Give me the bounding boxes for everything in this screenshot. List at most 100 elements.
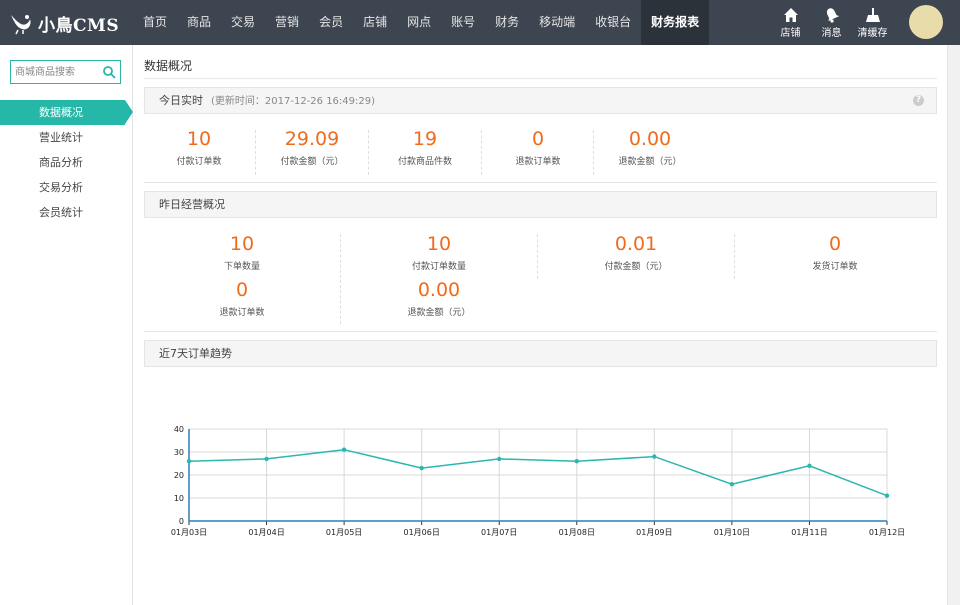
yesterday-panel-header: 昨日经营概况 <box>144 191 937 218</box>
sidebar-menu: 数据概况 营业统计 商品分析 交易分析 会员统计 <box>0 100 133 225</box>
y-tick-label: 10 <box>174 494 184 503</box>
yesterday-stats: 10 下单数量 10 付款订单数量 0.01 付款金额（元） 0 发货订单数 0… <box>144 226 937 332</box>
yesterday-header-label: 昨日经营概况 <box>159 198 225 211</box>
stat-value: 19 <box>412 128 438 150</box>
x-tick-label: 01月10日 <box>714 528 750 537</box>
search-icon[interactable] <box>102 65 116 79</box>
data-point <box>419 465 424 471</box>
stat-refund-orders: 0 退款订单数 <box>482 128 594 167</box>
stat-paid-amount: 0.01 付款金额（元） <box>538 233 734 272</box>
stat-value: 0.01 <box>614 233 658 255</box>
stat-label: 付款金额（元） <box>604 262 668 272</box>
help-icon[interactable]: ? <box>913 95 924 106</box>
data-point <box>497 456 502 462</box>
stat-label: 退款金额（元） <box>618 157 682 167</box>
sidebar: 数据概况 营业统计 商品分析 交易分析 会员统计 <box>0 45 133 605</box>
nav-item-transactions[interactable]: 交易 <box>231 15 256 29</box>
divider <box>593 130 594 175</box>
nav-item-store[interactable]: 店铺 <box>363 15 388 29</box>
today-stats: 10 付款订单数 29.09 付款金额（元） 19 付款商品件数 0 退款订单数… <box>144 122 937 183</box>
stat-label: 付款金额（元） <box>280 157 344 167</box>
stat-label: 退款订单数 <box>219 308 265 318</box>
data-point <box>729 482 735 487</box>
x-tick-label: 01月12日 <box>869 528 905 537</box>
stat-value: 0.00 <box>417 279 461 301</box>
divider <box>734 234 735 279</box>
trend-panel-header: 近7天订单趋势 <box>144 340 937 367</box>
bell-icon <box>826 7 839 23</box>
nav-item-accounts[interactable]: 账号 <box>451 15 476 29</box>
sidebar-item-transaction-analysis[interactable]: 交易分析 <box>39 181 83 194</box>
scrollbar[interactable] <box>947 45 960 605</box>
top-navbar: 小鳥CMS 首页 商品 交易 营销 会员 店铺 网点 账号 财务 移动端 收银台… <box>0 0 960 45</box>
stat-value: 10 <box>229 233 255 255</box>
stat-label: 下单数量 <box>223 262 260 272</box>
data-point <box>341 447 347 452</box>
shop-button[interactable]: 店铺 <box>770 0 811 45</box>
x-tick-label: 01月05日 <box>326 528 362 537</box>
y-tick-label: 20 <box>174 471 184 480</box>
divider <box>255 130 256 175</box>
broom-icon <box>865 7 880 22</box>
stat-label: 付款订单数量 <box>411 262 466 272</box>
stat-refund-amount: 0.00 退款金额（元） <box>594 128 706 167</box>
nav-item-cashier[interactable]: 收银台 <box>595 15 632 29</box>
data-point <box>652 454 657 459</box>
sidebar-item-business-stats[interactable]: 营业统计 <box>39 131 83 144</box>
data-point <box>807 463 812 468</box>
stat-orders-placed: 10 下单数量 <box>144 233 340 272</box>
avatar[interactable] <box>909 5 943 39</box>
sidebar-item-member-stats[interactable]: 会员统计 <box>39 206 83 219</box>
stat-refund-amount: 0.00 退款金额（元） <box>341 279 537 318</box>
main-nav: 首页 商品 交易 营销 会员 店铺 网点 账号 财务 移动端 收银台 财务报表 <box>133 0 710 45</box>
trend-header-label: 近7天订单趋势 <box>159 347 232 360</box>
stat-value: 0.00 <box>628 128 672 150</box>
y-tick-label: 30 <box>174 448 184 457</box>
shop-label: 店铺 <box>780 27 801 39</box>
bird-logo-icon <box>8 11 36 35</box>
logo[interactable]: 小鳥CMS <box>8 8 119 38</box>
clear-cache-button[interactable]: 清缓存 <box>852 0 893 45</box>
x-tick-label: 01月07日 <box>481 528 517 537</box>
stat-refund-orders: 0 退款订单数 <box>144 279 340 318</box>
nav-item-finance[interactable]: 财务 <box>495 15 520 29</box>
stat-label: 付款订单数 <box>176 157 222 167</box>
x-tick-label: 01月04日 <box>248 528 284 537</box>
x-tick-label: 01月03日 <box>171 528 207 537</box>
header-tools: 店铺 消息 清缓存 <box>770 0 893 45</box>
stat-label: 退款金额（元） <box>407 308 471 318</box>
sidebar-item-data-overview[interactable]: 数据概况 <box>0 100 133 125</box>
nav-item-mobile[interactable]: 移动端 <box>539 15 576 29</box>
stat-value: 0 <box>828 233 842 255</box>
message-button[interactable]: 消息 <box>811 0 852 45</box>
search-box <box>10 60 121 84</box>
stat-value: 0 <box>235 279 249 301</box>
today-header-label: 今日实时 <box>159 94 203 107</box>
nav-item-financial-reports[interactable]: 财务报表 <box>641 0 710 45</box>
sidebar-item-product-analysis[interactable]: 商品分析 <box>39 156 83 169</box>
main-content: 数据概况 今日实时 (更新时间：2017-12-26 16:49:29) ? 10… <box>133 45 947 605</box>
search-input[interactable] <box>11 61 99 83</box>
data-point <box>574 459 579 464</box>
logo-text: 小鳥CMS <box>38 15 120 36</box>
x-tick-label: 01月08日 <box>559 528 595 537</box>
stat-value: 0 <box>531 128 545 150</box>
today-panel-header: 今日实时 (更新时间：2017-12-26 16:49:29) ? <box>144 87 937 114</box>
nav-item-home[interactable]: 首页 <box>143 15 168 29</box>
clear-cache-label: 清缓存 <box>857 27 888 39</box>
stat-paid-amount: 29.09 付款金额（元） <box>256 128 368 167</box>
nav-item-outlets[interactable]: 网点 <box>407 15 432 29</box>
stat-label: 退款订单数 <box>515 157 561 167</box>
data-point <box>186 459 192 464</box>
divider <box>481 130 482 175</box>
nav-item-products[interactable]: 商品 <box>187 15 212 29</box>
nav-item-marketing[interactable]: 营销 <box>275 15 300 29</box>
x-tick-label: 01月06日 <box>403 528 439 537</box>
nav-item-members[interactable]: 会员 <box>319 15 344 29</box>
order-trend-chart: 0 10 20 30 40 01月03日 01月04日 01月05日 01月06日 01月07日 0… <box>171 425 905 537</box>
page-title: 数据概况 <box>144 59 193 73</box>
stat-shipped-orders: 0 发货订单数 <box>735 233 935 272</box>
home-icon <box>783 7 798 22</box>
stat-value: 10 <box>186 128 212 150</box>
data-point <box>264 456 269 462</box>
